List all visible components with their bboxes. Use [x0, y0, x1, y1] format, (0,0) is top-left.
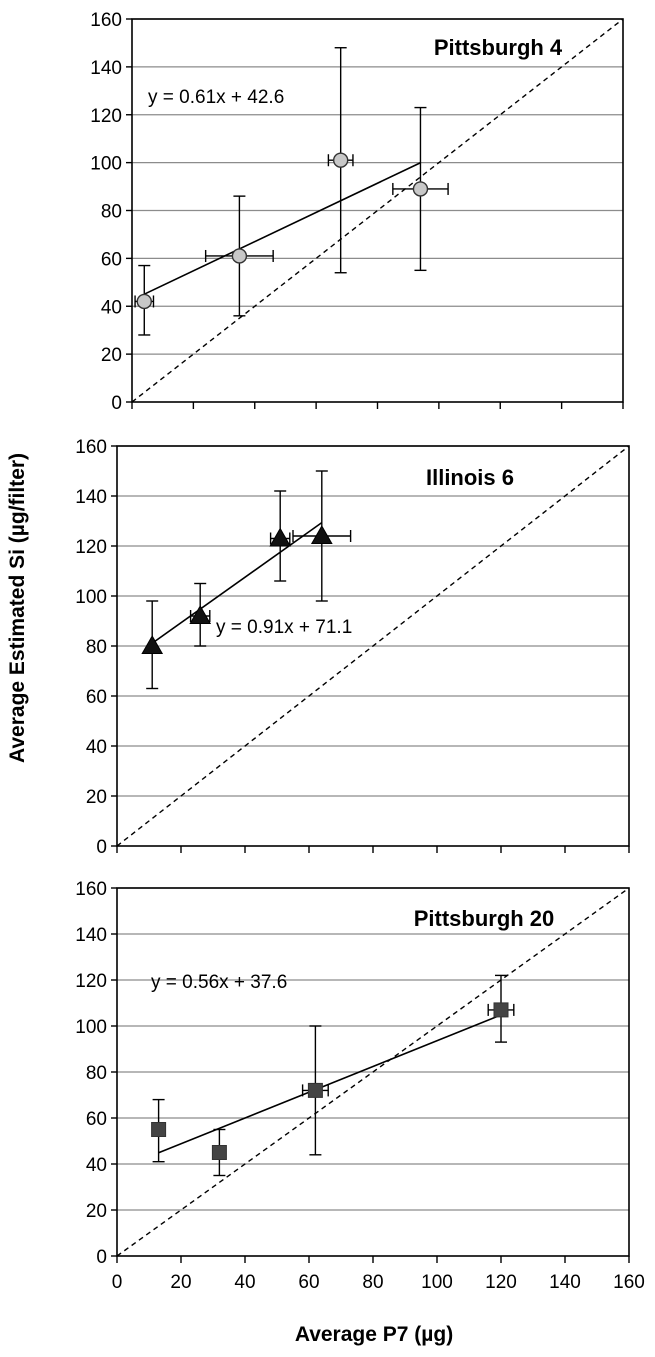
identity-line: [116, 445, 630, 847]
y-tick-label: 0: [111, 393, 122, 414]
data-point: [231, 248, 248, 264]
y-tick-label: 40: [86, 737, 107, 758]
data-point: [412, 181, 429, 197]
y-tick-label: 60: [101, 249, 122, 270]
x-tick-label: 60: [298, 1272, 319, 1293]
y-tick-label: 0: [96, 837, 107, 858]
panel-title: Illinois 6: [426, 465, 514, 490]
data-point: [269, 527, 292, 547]
y-tick-label: 80: [86, 1063, 107, 1084]
x-tick-label: 80: [362, 1272, 383, 1293]
y-tick-label: 0: [96, 1247, 107, 1268]
x-tick-label: 100: [421, 1272, 453, 1293]
data-point: [211, 1145, 227, 1160]
fit-equation: y = 0.56x + 37.6: [151, 972, 287, 993]
fit-equation: y = 0.91x + 71.1: [216, 617, 352, 638]
data-point: [332, 152, 349, 168]
y-tick-label: 120: [75, 537, 107, 558]
y-tick-label: 80: [86, 637, 107, 658]
fit-line: [143, 162, 421, 295]
y-tick-label: 140: [75, 487, 107, 508]
fit-equation: y = 0.61x + 42.6: [148, 87, 284, 108]
y-tick-label: 100: [75, 1017, 107, 1038]
y-tick-label: 120: [75, 971, 107, 992]
y-axis-label: Average Estimated Si (µg/filter): [6, 453, 29, 763]
fit-line: [158, 1014, 502, 1154]
y-tick-label: 120: [90, 106, 122, 127]
panel-3: 0 20 40 60 80 100 120 140 160 0 20 40 60 80 100 120 140 1…: [75, 879, 645, 1293]
data-point: [189, 604, 212, 624]
panel-title: Pittsburgh 4: [434, 35, 563, 60]
y-tick-label: 20: [86, 787, 107, 808]
y-tick-label: 80: [101, 202, 122, 223]
fit-line: [151, 521, 323, 644]
data-point: [141, 634, 164, 654]
data-point: [307, 1082, 323, 1098]
y-tick-label: 140: [90, 58, 122, 79]
x-axis-label: Average P7 (µg): [295, 1323, 453, 1346]
data-point: [136, 293, 152, 310]
panels: 0 20 40 60 80 100 120 140 160 Pittsburgh 4 y = 0.6…: [75, 10, 645, 1293]
y-tick-label: 100: [75, 587, 107, 608]
y-tick-label: 140: [75, 925, 107, 946]
y-tick-label: 20: [101, 345, 122, 366]
y-tick-label: 40: [86, 1155, 107, 1176]
panel-1: 0 20 40 60 80 100 120 140 160 Pittsburgh 4 y = 0.6…: [90, 10, 624, 414]
y-tick-label: 60: [86, 687, 107, 708]
identity-line: [131, 18, 624, 403]
x-tick-label: 140: [549, 1272, 581, 1293]
panel-2: 0 20 40 60 80 100 120 140 160 Illinois 6 y = 0.91x…: [75, 437, 630, 858]
y-tick-label: 100: [90, 154, 122, 175]
y-tick-label: 160: [90, 10, 122, 31]
y-tick-label: 160: [75, 437, 107, 458]
x-tick-label: 120: [485, 1272, 517, 1293]
x-tick-label: 160: [613, 1272, 645, 1293]
data-point: [151, 1122, 167, 1137]
data-point: [493, 1002, 509, 1018]
identity-line: [116, 887, 630, 1257]
y-tick-label: 160: [75, 879, 107, 900]
data-point: [310, 524, 333, 544]
y-tick-label: 20: [86, 1201, 107, 1222]
x-tick-label: 20: [170, 1272, 191, 1293]
y-tick-label: 40: [101, 297, 122, 318]
x-tick-label: 40: [234, 1272, 255, 1293]
panel-title: Pittsburgh 20: [414, 906, 555, 931]
x-tick-label: 0: [112, 1272, 123, 1293]
y-tick-label: 60: [86, 1109, 107, 1130]
